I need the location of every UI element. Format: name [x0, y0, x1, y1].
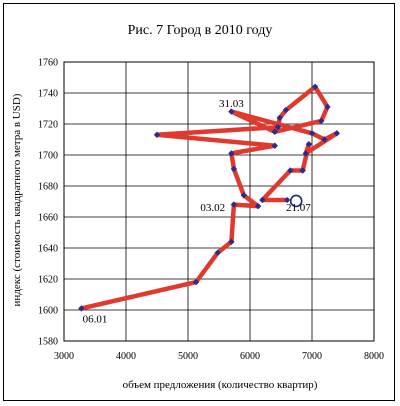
- annotation-label: 03.02: [200, 202, 225, 214]
- data-point: [274, 123, 282, 131]
- x-tick-label: 6000: [240, 351, 260, 362]
- x-tick-label: 7000: [302, 351, 322, 362]
- data-point: [254, 202, 262, 210]
- y-tick-label: 1680: [38, 182, 58, 193]
- data-point: [287, 167, 294, 174]
- y-tick-label: 1580: [38, 337, 58, 348]
- data-point: [305, 140, 313, 148]
- series-line: [79, 84, 340, 311]
- x-tick-label: 5000: [178, 351, 198, 362]
- y-tick-label: 1600: [38, 306, 58, 317]
- annotation-label: 31.03: [219, 98, 244, 110]
- data-point: [311, 83, 319, 90]
- y-tick-label: 1720: [38, 120, 58, 131]
- data-point: [228, 238, 235, 245]
- data-point: [276, 114, 283, 121]
- data-point: [214, 249, 221, 256]
- data-point: [284, 196, 291, 203]
- data-point: [282, 106, 290, 114]
- y-tick-label: 1660: [38, 213, 58, 224]
- x-axis-label: объем предложения (количество квартир): [123, 379, 318, 391]
- data-point: [333, 130, 340, 137]
- data-point: [228, 150, 235, 157]
- y-tick-label: 1740: [38, 89, 58, 100]
- data-point: [153, 131, 161, 139]
- data-point: [299, 167, 306, 174]
- data-point: [228, 108, 235, 115]
- annotation-label: 21.07: [286, 202, 311, 214]
- annotation-label: 06.01: [83, 313, 108, 325]
- data-point: [240, 192, 247, 199]
- data-point: [230, 201, 238, 208]
- data-points: [78, 83, 340, 312]
- data-point: [230, 165, 238, 173]
- data-point: [271, 128, 278, 135]
- data-point: [302, 150, 309, 157]
- y-tick-label: 1700: [38, 151, 58, 162]
- data-point: [321, 136, 328, 143]
- annotations: 31.03 03.02 21.07 06.01: [83, 98, 312, 325]
- x-tick-label: 4000: [116, 351, 136, 362]
- chart-title: Рис. 7 Город в 2010 году: [128, 23, 273, 38]
- y-tick-label: 1620: [38, 275, 58, 286]
- data-point: [308, 130, 316, 137]
- plot-area: [63, 61, 375, 342]
- data-point: [271, 142, 278, 149]
- y-tick-label: 1760: [38, 58, 58, 69]
- x-tick-label: 3000: [54, 351, 74, 362]
- data-point: [318, 117, 325, 125]
- y-axis-label: индекс (стоимость квадратного метра в US…: [11, 93, 23, 306]
- data-point: [259, 196, 266, 204]
- data-point-last: [289, 194, 303, 208]
- data-point: [192, 278, 200, 286]
- y-tick-label: 1640: [38, 244, 58, 255]
- chart-frame: [3, 3, 395, 401]
- x-tick-label: 8000: [364, 351, 384, 362]
- tick-labels: 3000 4000 5000 6000 7000 8000 1580 1600 1620 1640…: [38, 58, 384, 363]
- data-point: [324, 103, 331, 111]
- data-point: [78, 305, 85, 312]
